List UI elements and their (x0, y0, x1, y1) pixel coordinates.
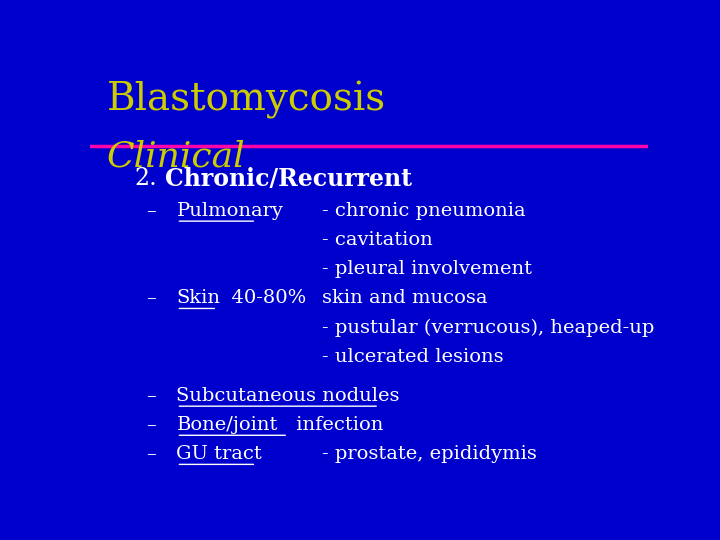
Text: - pleural involvement: - pleural involvement (322, 260, 531, 278)
Text: 40-80%: 40-80% (220, 289, 307, 307)
Text: Blastomycosis: Blastomycosis (107, 82, 386, 119)
Text: 2.: 2. (135, 167, 158, 190)
Text: infection: infection (289, 416, 383, 434)
Text: Chronic/Recurrent: Chronic/Recurrent (166, 167, 413, 191)
Text: - chronic pneumonia: - chronic pneumonia (322, 202, 525, 220)
Text: - prostate, epididymis: - prostate, epididymis (322, 446, 536, 463)
Text: GU tract: GU tract (176, 446, 262, 463)
Text: - ulcerated lesions: - ulcerated lesions (322, 348, 503, 366)
Text: - cavitation: - cavitation (322, 231, 432, 249)
Text: Clinical: Clinical (107, 140, 246, 174)
Text: –: – (145, 446, 156, 463)
Text: Subcutaneous nodules: Subcutaneous nodules (176, 387, 400, 405)
Text: - pustular (verrucous), heaped-up: - pustular (verrucous), heaped-up (322, 319, 654, 336)
Text: skin and mucosa: skin and mucosa (322, 289, 487, 307)
Text: –: – (145, 416, 156, 434)
Text: –: – (145, 289, 156, 307)
Text: –: – (145, 387, 156, 405)
Text: Bone/joint: Bone/joint (176, 416, 278, 434)
Text: –: – (145, 202, 156, 220)
Text: Skin: Skin (176, 289, 220, 307)
Text: Pulmonary: Pulmonary (176, 202, 284, 220)
